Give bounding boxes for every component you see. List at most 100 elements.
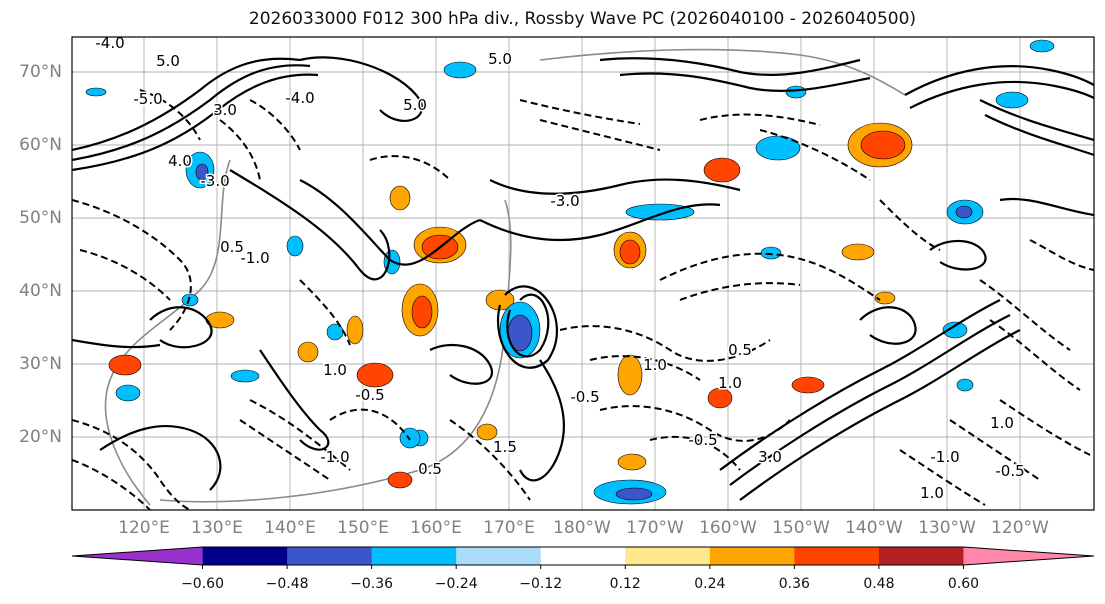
positive-contour	[719, 299, 1001, 471]
positive-divergence-area	[346, 315, 364, 345]
negative-divergence-area	[181, 293, 199, 307]
contour-label: 0.5	[220, 238, 244, 256]
coastline	[104, 48, 906, 506]
positive-divergence-area	[874, 291, 896, 305]
colorbar-bin	[72, 547, 203, 565]
negative-contour	[949, 419, 1041, 481]
negative-contour	[519, 99, 641, 125]
colorbar-bin	[709, 547, 795, 565]
lon-label: 180°W	[553, 518, 611, 538]
negative-contour	[72, 419, 191, 510]
colorbar-tick-label: −0.24	[434, 576, 478, 592]
positive-divergence-area	[356, 362, 394, 388]
positive-contour	[229, 169, 391, 281]
positive-contour	[909, 80, 1094, 109]
negative-contour	[989, 319, 1081, 391]
negative-contour	[72, 199, 192, 331]
negative-contour	[979, 279, 1071, 351]
colorbar-bin	[878, 547, 964, 565]
negative-divergence-area	[760, 246, 782, 260]
map-border	[71, 36, 1095, 511]
negative-divergence-area	[785, 85, 807, 99]
positive-contour	[739, 329, 1021, 501]
lon-label: 130°E	[191, 518, 243, 538]
rossby-wave-contours	[72, 56, 1094, 510]
colorbar-tick-label: −0.48	[265, 576, 309, 592]
contour-label: 1.0	[920, 484, 944, 502]
positive-divergence-area	[108, 354, 142, 376]
lat-label: 40°N	[19, 281, 62, 301]
colorbar-tick-label: 0.60	[947, 576, 980, 592]
graticule	[72, 37, 1094, 510]
negative-contour	[369, 155, 451, 181]
negative-contour	[239, 419, 331, 481]
contour-label: -5.0	[133, 90, 162, 108]
colorbar-tick-label: −0.36	[350, 576, 394, 592]
lat-label: 20°N	[19, 427, 62, 447]
positive-divergence-area	[619, 239, 641, 265]
positive-contour	[72, 73, 319, 172]
contour-label: 1.0	[718, 374, 742, 392]
lon-label: 170°W	[626, 518, 684, 538]
colorbar-bin	[625, 547, 711, 565]
lat-label: 30°N	[19, 354, 62, 374]
positive-contour	[984, 114, 1094, 157]
negative-contour	[699, 113, 821, 126]
contour-label: 1.0	[990, 414, 1014, 432]
contour-label: 5.0	[156, 52, 180, 70]
negative-divergence-area	[230, 369, 260, 383]
contour-label: 1.5	[493, 438, 517, 456]
map-background	[72, 37, 1094, 510]
positive-divergence-area	[389, 185, 411, 211]
negative-divergence-area	[399, 427, 421, 449]
positive-divergence-area	[411, 295, 433, 329]
positive-contour	[729, 314, 1011, 486]
lon-label: 150°W	[772, 518, 830, 538]
contour-label: 5.0	[488, 50, 512, 68]
negative-divergence-area	[443, 61, 477, 79]
negative-contour	[539, 119, 661, 151]
positive-contour	[506, 293, 550, 358]
colorbar-tick-label: −0.60	[181, 576, 224, 592]
contour-label: 3.0	[758, 448, 782, 466]
negative-divergence-area	[955, 205, 973, 219]
negative-contour	[72, 459, 151, 510]
positive-divergence-area	[791, 376, 825, 394]
negative-contour	[899, 449, 986, 506]
negative-contour	[249, 99, 301, 151]
positive-contour	[149, 306, 213, 349]
negative-divergence-area	[195, 163, 209, 181]
map-title: 2026033000 F012 300 hPa div., Rossby Wav…	[248, 9, 917, 29]
colorbar-bin	[371, 547, 457, 565]
contour-label: 3.0	[213, 101, 237, 119]
contour-label: 4.0	[168, 152, 192, 170]
positive-contour	[299, 179, 481, 266]
positive-contour	[72, 64, 311, 162]
lat-label: 60°N	[19, 135, 62, 155]
colorbar	[71, 546, 1095, 569]
negative-contour	[1029, 239, 1094, 271]
contour-label: -1.0	[320, 448, 349, 466]
positive-contour	[72, 57, 301, 152]
colorbar-tick-label: 0.48	[863, 576, 895, 592]
positive-divergence-area	[703, 157, 741, 183]
lon-label: 170°E	[483, 518, 535, 538]
negative-divergence-area	[755, 135, 801, 161]
colorbar-bin	[540, 547, 626, 565]
colorbar-bin	[202, 547, 288, 565]
positive-contour	[859, 306, 917, 345]
contour-label: -1.0	[240, 249, 269, 267]
negative-divergence-area	[1029, 39, 1055, 53]
negative-divergence-area	[942, 321, 968, 339]
positive-contour	[519, 359, 565, 482]
positive-contour	[929, 239, 987, 271]
contour-label: -1.0	[930, 448, 959, 466]
contour-label: -0.5	[355, 386, 384, 404]
negative-divergence-area	[956, 378, 974, 392]
negative-contour	[219, 119, 261, 181]
colorbar-tick-label: −0.12	[519, 576, 563, 592]
lon-label: 160°W	[699, 518, 757, 538]
negative-contour	[649, 435, 741, 471]
lat-label: 50°N	[19, 208, 62, 228]
